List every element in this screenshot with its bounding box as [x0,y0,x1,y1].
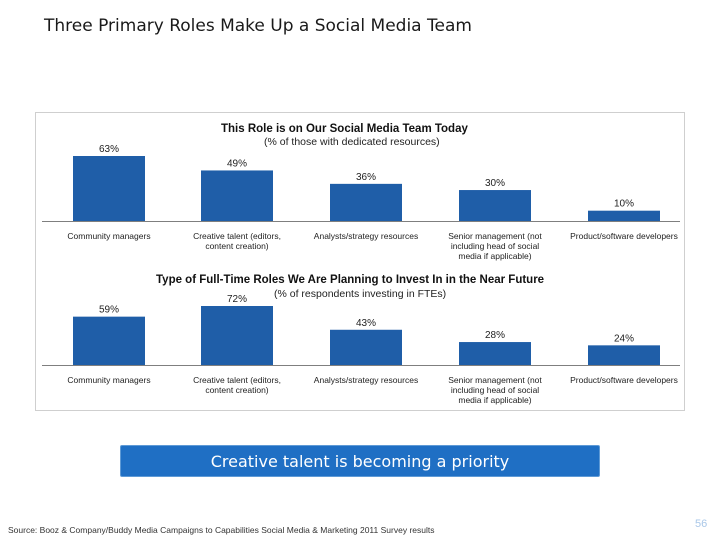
data-label: 49% [227,158,247,169]
data-label: 72% [227,294,247,305]
category-label: Community managers [67,375,150,385]
chart-title: This Role is on Our Social Media Team To… [221,123,468,135]
slide-title: Three Primary Roles Make Up a Social Med… [44,16,472,36]
category-label: Senior management (not including head of … [448,375,542,405]
bar [459,190,531,221]
category-label: Analysts/strategy resources [314,231,418,241]
bar [588,210,660,221]
data-label: 10% [614,199,634,210]
bar-charts-svg: This Role is on Our Social Media Team To… [42,123,680,405]
callout-text: Creative talent is becoming a priority [210,451,510,471]
data-label: 30% [485,178,505,189]
data-label: 36% [356,172,376,183]
bar [201,170,273,221]
category-label: Product/software developers [570,375,678,385]
data-label: 43% [356,318,376,329]
category-label: Analysts/strategy resources [314,375,418,385]
chart-figure: This Role is on Our Social Media Team To… [35,112,685,411]
bar [588,345,660,365]
bar [73,156,145,221]
category-label: Product/software developers [570,231,678,241]
category-label: Senior management (not including head of … [448,231,542,261]
callout-banner: Creative talent is becoming a priority [120,445,600,477]
chart-subtitle: (% of those with dedicated resources) [264,136,440,148]
chart-title: Type of Full-Time Roles We Are Planning … [156,274,544,286]
category-label: Community managers [67,231,150,241]
page-number: 56 [695,518,708,530]
data-label: 24% [614,333,634,344]
bar [201,306,273,365]
data-label: 28% [485,330,505,341]
source-note: Source: Booz & Company/Buddy Media Campa… [8,525,435,535]
bar [459,342,531,365]
bar [73,316,145,365]
bar [330,329,402,365]
category-label: Creative talent (editors, content creatio… [193,375,281,395]
data-label: 59% [99,305,119,316]
data-label: 63% [99,144,119,155]
bar [330,183,402,221]
category-label: Creative talent (editors, content creatio… [193,231,281,251]
chart-subtitle: (% of respondents investing in FTEs) [274,288,446,300]
